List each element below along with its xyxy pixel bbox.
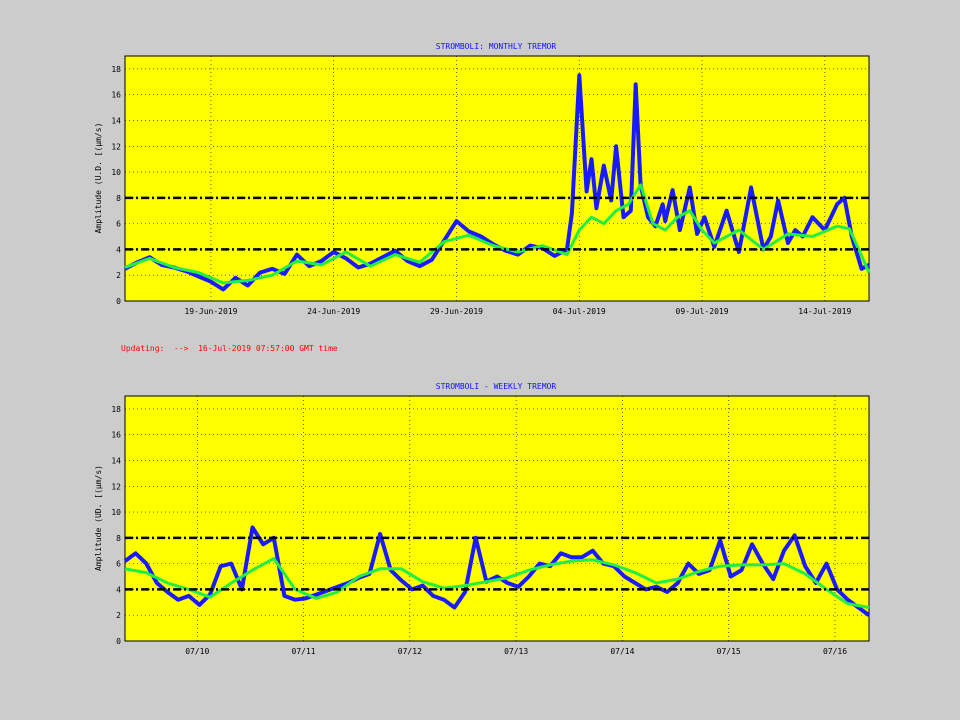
x-tick-label: 07/12 bbox=[398, 647, 422, 656]
monthly-plot-area bbox=[124, 55, 870, 302]
y-tick-label: 4 bbox=[116, 245, 121, 254]
raw-tremor-line bbox=[124, 73, 870, 292]
smoothed-tremor-line bbox=[124, 183, 871, 285]
x-tick-label: 04-Jul-2019 bbox=[553, 307, 606, 316]
y-tick-label: 8 bbox=[116, 194, 121, 203]
raw-tremor-line bbox=[123, 525, 871, 617]
y-tick-label: 16 bbox=[111, 91, 121, 100]
x-tick-label: 07/13 bbox=[504, 647, 528, 656]
x-tick-label: 14-Jul-2019 bbox=[798, 307, 851, 316]
y-tick-label: 10 bbox=[111, 168, 121, 177]
x-tick-label: 09-Jul-2019 bbox=[676, 307, 729, 316]
y-tick-label: 6 bbox=[116, 220, 121, 229]
smoothed-tremor-line bbox=[124, 557, 870, 609]
y-tick-label: 18 bbox=[111, 65, 121, 74]
x-tick-label: 07/16 bbox=[823, 647, 847, 656]
x-tick-label: 29-Jun-2019 bbox=[430, 307, 483, 316]
y-tick-label: 14 bbox=[111, 456, 121, 465]
y-tick-label: 0 bbox=[116, 297, 121, 306]
x-tick-label: 19-Jun-2019 bbox=[184, 307, 237, 316]
x-tick-label: 07/14 bbox=[610, 647, 634, 656]
y-tick-label: 12 bbox=[111, 482, 121, 491]
weekly-plot-area bbox=[124, 395, 870, 642]
weekly-y-axis-label: Amplitude (UD. [(µm/s) bbox=[94, 465, 103, 571]
y-tick-label: 14 bbox=[111, 116, 121, 125]
y-tick-label: 4 bbox=[116, 585, 121, 594]
weekly-chart-title: STROMBOLI - WEEKLY TREMOR bbox=[436, 382, 557, 391]
y-tick-label: 16 bbox=[111, 431, 121, 440]
y-tick-label: 2 bbox=[116, 611, 121, 620]
y-tick-label: 12 bbox=[111, 142, 121, 151]
x-tick-label: 24-Jun-2019 bbox=[307, 307, 360, 316]
monthly-y-axis-label: Amplitude (U.D. [(µm/s) bbox=[94, 123, 103, 234]
update-timestamp: Updating: --> 16-Jul-2019 07:57:00 GMT t… bbox=[121, 344, 338, 353]
y-tick-label: 6 bbox=[116, 560, 121, 569]
x-tick-label: 07/10 bbox=[185, 647, 209, 656]
y-tick-label: 0 bbox=[116, 637, 121, 646]
x-tick-label: 07/11 bbox=[292, 647, 316, 656]
y-tick-label: 2 bbox=[116, 271, 121, 280]
monthly-chart-title: STROMBOLI: MONTHLY TREMOR bbox=[436, 42, 557, 51]
x-tick-label: 07/15 bbox=[717, 647, 741, 656]
y-tick-label: 18 bbox=[111, 405, 121, 414]
y-tick-label: 8 bbox=[116, 534, 121, 543]
y-tick-label: 10 bbox=[111, 508, 121, 517]
